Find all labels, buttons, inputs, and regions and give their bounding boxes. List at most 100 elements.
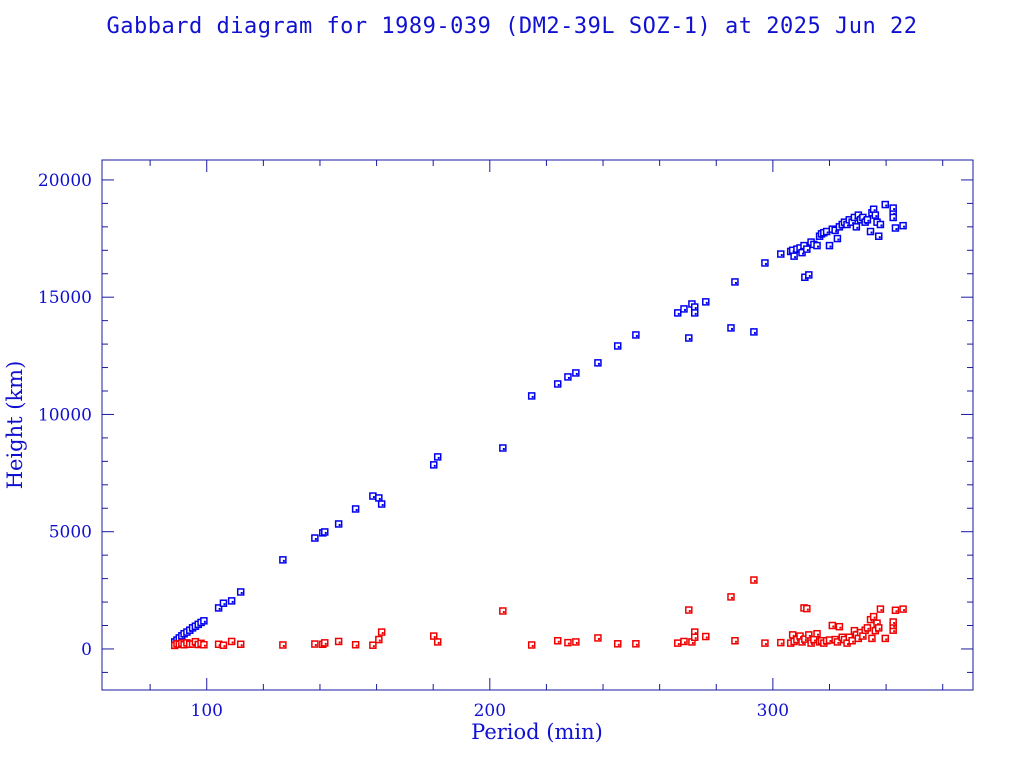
perigee-point [632, 640, 640, 648]
perigee-point [680, 637, 688, 646]
perigee-point [553, 637, 562, 645]
perigee-point [685, 606, 693, 614]
perigee-point [227, 637, 236, 646]
apogee-point [680, 305, 688, 313]
apogee-point [227, 597, 236, 605]
apogee-point [236, 588, 245, 596]
perigee-point [321, 639, 329, 647]
perigee-point [803, 604, 811, 613]
perigee-point [200, 640, 208, 649]
perigee-point [564, 638, 572, 647]
apogee-point [214, 604, 223, 612]
perigee-point [889, 618, 897, 626]
perigee-point [731, 637, 739, 645]
perigee-point [859, 632, 867, 640]
perigee-point [433, 638, 442, 646]
apogee-point [889, 213, 897, 222]
perigee-point [805, 631, 813, 639]
apogee-point [889, 204, 897, 212]
x-tick-label: 100 [191, 701, 223, 721]
apogee-point [433, 453, 442, 461]
perigee-point [750, 576, 758, 584]
x-tick-label: 300 [757, 701, 789, 721]
apogee-point [813, 241, 821, 250]
perigee-point [833, 638, 842, 646]
apogee-point [761, 259, 769, 267]
x-axis-label: Period (min) [471, 720, 603, 744]
apogee-point [871, 211, 880, 219]
perigee-point [279, 641, 287, 649]
apogee-point [869, 205, 878, 213]
perigee-point [674, 639, 682, 647]
perigee-point [613, 640, 622, 648]
apogee-point [369, 492, 377, 500]
apogee-point [351, 505, 360, 513]
perigee-point [863, 624, 872, 632]
apogee-point [594, 359, 602, 367]
series-perigee [170, 576, 907, 650]
apogee-point [876, 220, 885, 229]
perigee-point [727, 593, 735, 601]
y-tick-label: 20000 [38, 171, 92, 191]
apogee-point [690, 303, 699, 311]
apogee-point [685, 334, 693, 342]
perigee-point [899, 605, 907, 613]
perigee-point [236, 640, 245, 649]
perigee-point [848, 637, 856, 645]
apogee-point [321, 528, 329, 536]
apogee-point [803, 245, 811, 253]
perigee-point [375, 635, 383, 644]
perigee-point [777, 638, 785, 647]
chart-title: Gabbard diagram for 1989-039 (DM2-39L SO… [106, 14, 918, 39]
apogee-point [866, 227, 875, 236]
perigee-point [594, 634, 602, 642]
apogee-point [790, 252, 798, 260]
apogee-point [881, 200, 889, 209]
perigee-point [881, 634, 889, 643]
perigee-point [868, 634, 876, 643]
apogee-point [852, 223, 861, 231]
perigee-point [334, 637, 343, 646]
x-tick-label: 200 [474, 701, 506, 721]
perigee-point [572, 638, 580, 646]
apogee-point [863, 216, 872, 224]
perigee-point [430, 632, 438, 640]
apogee-point [731, 278, 739, 286]
apogee-point [632, 331, 640, 339]
perigee-point [499, 607, 507, 615]
perigee-point [219, 641, 228, 649]
apogee-point [375, 494, 383, 502]
axis-ticks: 100 200 300 0 5000 10000 15000 20000 [38, 160, 973, 721]
perigee-point [828, 621, 837, 630]
apogee-point [674, 309, 682, 317]
apogee-point [874, 232, 883, 240]
perigee-point [835, 622, 844, 631]
apogee-point [279, 556, 287, 564]
apogee-point [311, 534, 319, 542]
apogee-point [777, 250, 785, 258]
perigee-point [876, 605, 885, 613]
apogee-point [805, 271, 813, 279]
perigee-point [813, 629, 821, 638]
apogee-point [613, 342, 622, 350]
y-axis-label: Height (km) [3, 361, 27, 490]
y-tick-label: 10000 [38, 405, 92, 425]
perigee-point [351, 640, 360, 649]
apogee-point [553, 380, 562, 388]
apogee-point [727, 324, 735, 332]
perigee-point [690, 633, 699, 641]
y-tick-label: 0 [81, 640, 92, 660]
apogee-point [200, 617, 208, 625]
apogee-point [750, 328, 758, 336]
apogee-point [833, 234, 842, 243]
perigee-point [761, 639, 769, 647]
apogee-point [334, 520, 343, 528]
apogee-point [564, 373, 572, 381]
apogee-point [891, 224, 900, 232]
apogee-point [702, 298, 710, 306]
apogee-point [430, 461, 438, 469]
perigee-point [869, 612, 878, 621]
apogee-point [527, 392, 536, 400]
perigee-point [891, 606, 900, 615]
